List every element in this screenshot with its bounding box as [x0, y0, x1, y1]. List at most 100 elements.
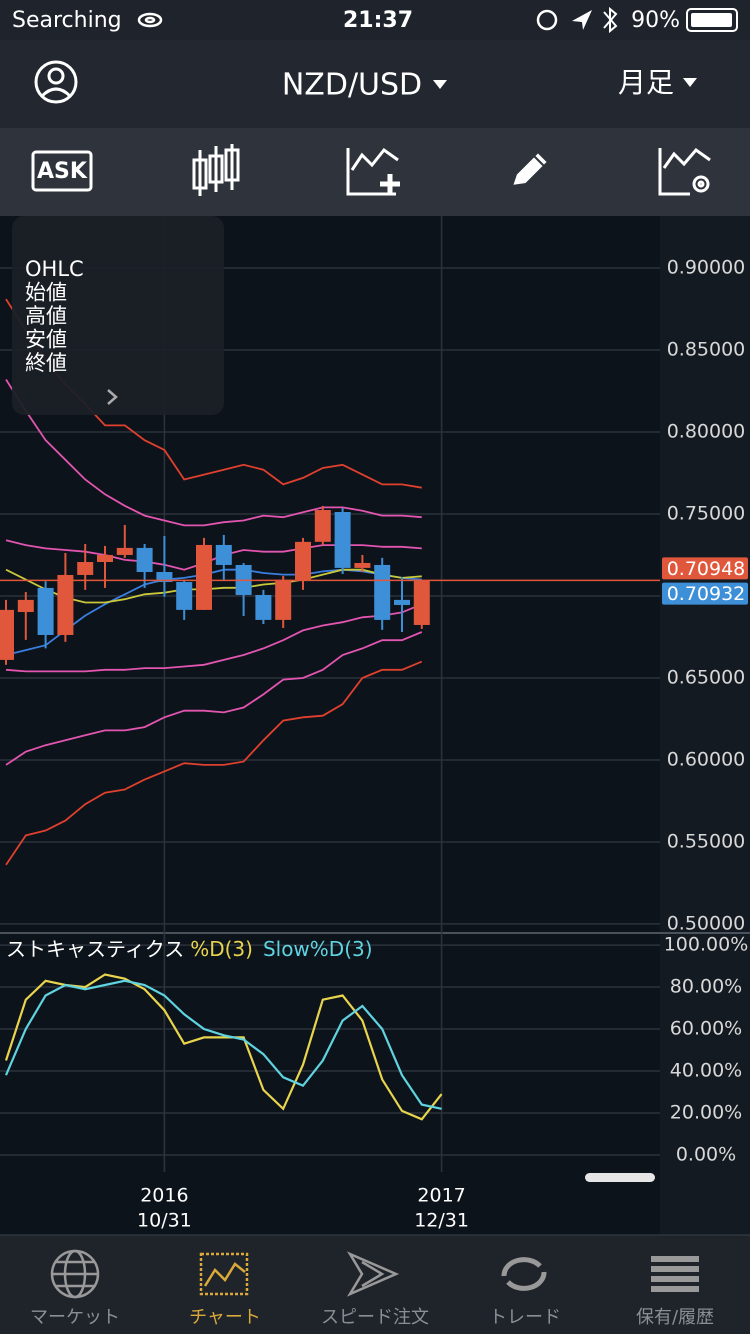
speed-order-icon	[346, 1251, 400, 1297]
y-tick-label: 0.90000	[667, 256, 746, 278]
indicator-line	[5, 631, 423, 766]
ohlc-label: 終値	[25, 351, 67, 375]
stochastic-chart: 100.00% 80.00% 60.00% 40.00% 20.00% 0.00%	[0, 934, 748, 1172]
y-tick-label: 0.65000	[667, 666, 746, 688]
ask-button[interactable]: ASK	[31, 150, 93, 192]
candle-body	[57, 574, 74, 635]
indicator-line	[4, 973, 443, 1121]
candle-body	[275, 579, 292, 620]
candle-body	[334, 511, 351, 568]
candle-body	[17, 599, 34, 613]
main-chart: 0.900000.850000.800000.750000.700000.650…	[0, 216, 748, 1172]
tab-bar	[0, 1235, 750, 1334]
drawing-tool-button[interactable]	[510, 150, 550, 188]
indicator-settings-button[interactable]	[658, 147, 711, 196]
tab-label[interactable]: 保有/履歴	[636, 1307, 714, 1328]
candle-body	[295, 541, 311, 580]
carrier: Searching	[12, 8, 122, 33]
x-tick-label: 10/31	[137, 1210, 192, 1232]
pair-dropdown-arrow[interactable]	[433, 80, 447, 89]
stochastic-title: ストキャスティクス	[6, 937, 184, 961]
scroll-handle[interactable]	[585, 1173, 655, 1182]
toolbar	[0, 128, 750, 216]
ohlc-label: 高値	[25, 304, 67, 328]
y-tick-label: 80.00%	[670, 976, 742, 998]
tab-label[interactable]: スピード注文	[321, 1307, 429, 1328]
x-axis: 2016 10/31 2017 12/31	[137, 1185, 469, 1232]
candle-body	[394, 599, 410, 605]
account-button[interactable]	[34, 60, 78, 104]
y-tick-label: 0.75000	[667, 502, 746, 524]
y-tick-label: 20.00%	[670, 1102, 742, 1124]
positions-icon	[651, 1256, 699, 1292]
battery-percent: 90%	[631, 8, 680, 33]
price-label: 0.70948	[667, 558, 746, 580]
candle-body	[37, 587, 54, 635]
candle-body	[136, 547, 153, 573]
battery-frame	[686, 8, 738, 32]
chart-icon	[199, 1252, 249, 1296]
y-tick-label: 0.50000	[667, 912, 746, 934]
currency-pair[interactable]: NZD/USD	[282, 68, 422, 103]
axis-background	[660, 216, 750, 1235]
ohlc-label: 安値	[25, 328, 67, 352]
status-bar	[0, 0, 750, 40]
period-selector[interactable]: 月足	[618, 66, 674, 99]
legend-entry: %D(3)	[190, 937, 253, 961]
candle-body	[97, 554, 113, 563]
tab-label[interactable]: マーケット	[30, 1307, 120, 1328]
indicator-line	[5, 660, 423, 866]
indicator-line	[5, 539, 422, 571]
ohlc-label: 始値	[25, 281, 67, 305]
y-tick-label: 0.60000	[667, 748, 746, 770]
y-tick-label: 60.00%	[670, 1018, 742, 1040]
x-tick-label: 12/31	[414, 1210, 469, 1232]
trade-icon	[501, 1257, 547, 1291]
candle-body	[156, 572, 173, 583]
candle-body	[374, 564, 391, 620]
candle-body	[255, 594, 272, 620]
y-tick-label: 0.85000	[667, 338, 746, 360]
indicator-line	[5, 379, 422, 527]
price-label-box	[662, 582, 748, 605]
candle-body	[354, 562, 371, 568]
y-tick-label: 0.55000	[667, 830, 746, 852]
x-tick-label: 2017	[417, 1185, 465, 1207]
tab-labels: マーケット チャート スピード注文 トレード 保有/履歴	[30, 1307, 714, 1328]
tab-label[interactable]: チャート	[189, 1307, 261, 1328]
location-icon	[572, 10, 592, 30]
y-tick-label: 0.00%	[676, 1143, 736, 1165]
x-tick-label: 2016	[140, 1185, 188, 1207]
ask-label: ASK	[37, 159, 88, 184]
candle-body	[116, 547, 133, 555]
period-dropdown-arrow[interactable]	[683, 78, 697, 87]
stochastic-legend: ストキャスティクス %D(3) Slow%D(3)	[6, 937, 373, 961]
ohlc-panel[interactable]	[12, 216, 224, 415]
header	[0, 40, 750, 128]
candle-body	[77, 562, 94, 575]
ohlc-label: OHLC	[25, 257, 84, 281]
wifi-icon	[137, 12, 163, 28]
candle-type-button[interactable]	[192, 144, 240, 196]
ohlc-expand-chevron[interactable]	[107, 389, 118, 405]
indicator-line	[5, 603, 423, 673]
indicator-line	[4, 979, 442, 1110]
bluetooth-icon	[603, 6, 618, 34]
clock: 21:37	[343, 8, 413, 33]
market-icon	[50, 1249, 100, 1299]
ask-frame	[31, 150, 93, 192]
candle-body	[413, 580, 430, 625]
lock-icon	[536, 9, 558, 31]
price-label: 0.70932	[667, 583, 746, 605]
candle-body	[215, 544, 232, 565]
add-indicator-button[interactable]	[346, 147, 400, 196]
battery-level	[691, 13, 732, 27]
legend-entry: Slow%D(3)	[263, 937, 373, 961]
tab-label[interactable]: トレード	[489, 1307, 561, 1328]
candle-body	[0, 609, 14, 660]
y-tick-label: 40.00%	[670, 1060, 742, 1082]
candle-body	[196, 544, 212, 610]
indicator-line	[5, 568, 422, 604]
price-label-box	[662, 557, 748, 580]
